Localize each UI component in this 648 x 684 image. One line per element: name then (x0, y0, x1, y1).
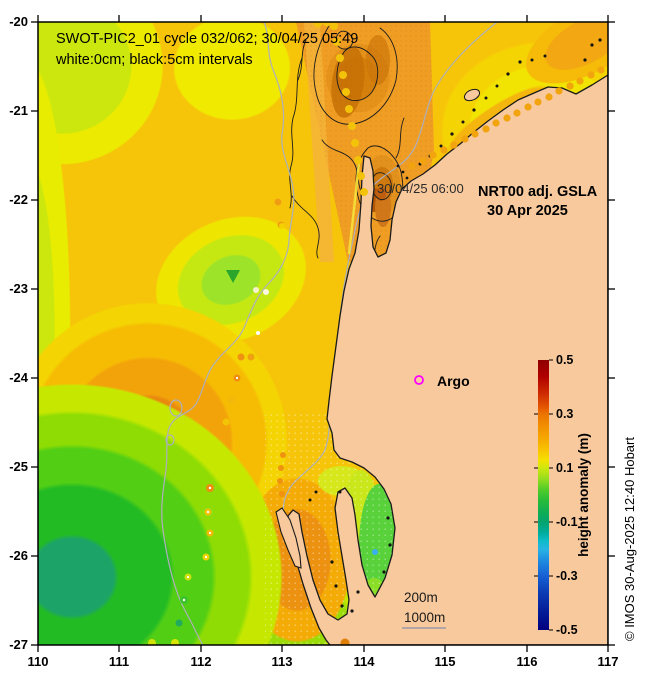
argo-label: Argo (437, 373, 470, 389)
title-line2: white:0cm; black:5cm intervals (55, 52, 253, 68)
x-tick-label: 110 (28, 654, 49, 669)
swath-time-label: 30/04/25 06:00 (377, 181, 464, 196)
y-tick-label: -25 (9, 459, 28, 474)
x-tick-label: 111 (109, 654, 129, 669)
altimeter-track-dots (408, 66, 605, 170)
x-tick-label: 115 (435, 654, 456, 669)
y-tick-label: -26 (9, 548, 28, 563)
x-tick-label: 113 (272, 654, 293, 669)
swath-nadir-dots (274, 22, 368, 229)
nearshore-fringe (347, 161, 361, 255)
colorbar-tick-5: -0.5 (556, 623, 578, 637)
colorbar: 0.5 0.3 0.1 -0.1 -0.3 -0.5 height anomal… (534, 353, 591, 637)
offshore-island (463, 88, 481, 102)
x-axis-labels: 110 111 112 113 114 115 116 117 (28, 654, 619, 669)
credit-text: © IMOS 30-Aug-2025 12:40 Hobart (622, 437, 637, 641)
product-date: 30 Apr 2025 (487, 203, 568, 219)
depth-legend: 200m 1000m (402, 590, 446, 629)
plot-frame: 110 111 112 113 114 115 116 117 -20 -21 … (9, 14, 618, 669)
colorbar-tick-4: -0.3 (556, 569, 578, 583)
x-tick-label: 112 (191, 654, 212, 669)
depth-200-label: 200m (404, 590, 438, 605)
triangle-marker (226, 270, 240, 283)
axis-ticks (31, 15, 615, 652)
y-axis-labels: -20 -21 -22 -23 -24 -25 -26 -27 (9, 14, 29, 652)
x-tick-label: 116 (517, 654, 538, 669)
argo-marker: Argo (414, 373, 470, 389)
x-tick-label: 114 (354, 654, 376, 669)
obs-dots (148, 223, 350, 645)
y-tick-label: -24 (9, 370, 29, 385)
land (275, 38, 608, 645)
colorbar-title: height anomaly (m) (576, 433, 591, 557)
float-dot-marker (372, 549, 378, 555)
product-name: NRT00 adj. GSLA (478, 184, 598, 200)
title-line1: SWOT-PIC2_01 cycle 032/062; 30/04/25 05:… (56, 31, 358, 47)
colorbar-tick-1: 0.3 (556, 407, 573, 421)
x-tick-label: 117 (598, 654, 619, 669)
colorbar-tick-3: -0.1 (556, 515, 578, 529)
colorbar-gradient (538, 360, 549, 630)
y-tick-label: -27 (9, 637, 28, 652)
colorbar-tick-0: 0.5 (556, 353, 573, 367)
dirk-hartog-island (275, 507, 302, 569)
y-tick-label: -20 (9, 14, 28, 29)
y-tick-label: -22 (9, 192, 28, 207)
islet-specks (308, 38, 602, 613)
y-tick-label: -23 (9, 281, 28, 296)
colorbar-tick-2: 0.1 (556, 461, 573, 475)
mainland-coast (287, 74, 608, 645)
y-tick-label: -21 (9, 103, 28, 118)
depth-1000-label: 1000m (404, 610, 445, 625)
